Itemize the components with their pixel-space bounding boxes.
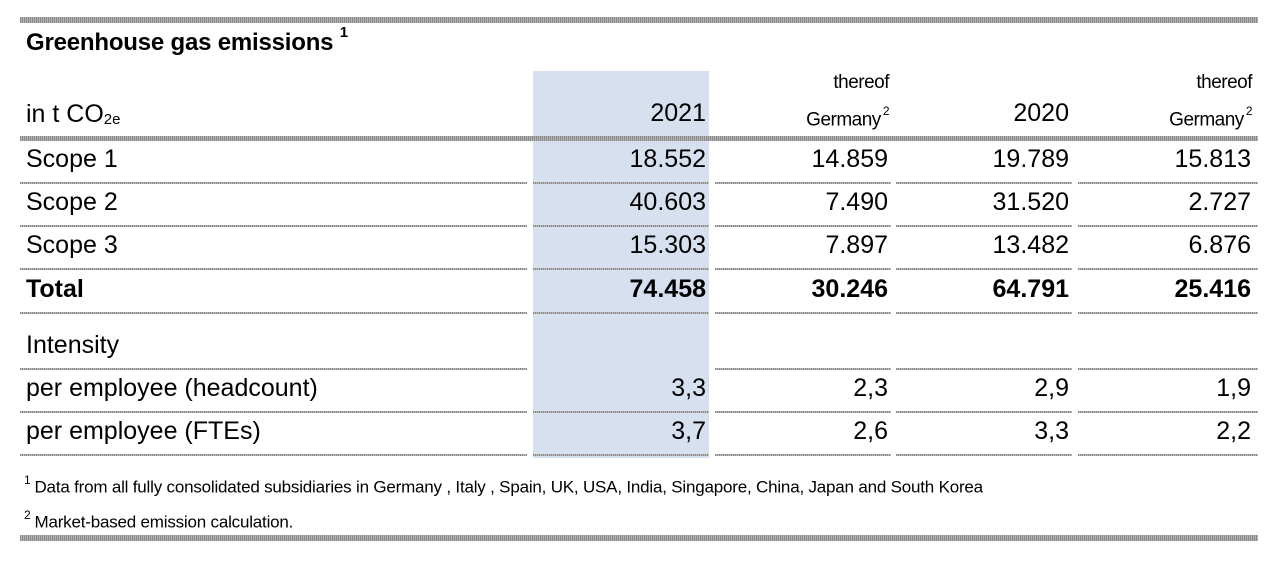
cell-2021: 74.458 [629,275,706,303]
cell-germany-2021: 30.246 [811,275,888,303]
row-separator-line [715,454,891,456]
cell-2021: 3,3 [671,374,706,402]
footnote-text: Data from all fully consolidated subsidi… [34,477,983,497]
row-separator-line [1078,368,1258,370]
cell-germany-2021: 2,3 [853,374,888,402]
row-separator-line [20,454,527,456]
row-separator-line [715,268,891,270]
cell-germany-2021: 2,6 [853,417,888,445]
title-footnote-mark: 1 [339,24,348,41]
row-separator-line [896,225,1072,227]
row-separator-line [715,368,891,370]
row-separator-line [896,312,1072,314]
row-separator-line [715,225,891,227]
row-separator-line [715,411,891,413]
footnote-text: Market-based emission calculation. [34,512,294,532]
row-separator-line [1078,454,1258,456]
cell-2020: 31.520 [992,188,1069,216]
row-separator-line [533,225,709,227]
column-header-thereof: thereof [833,72,889,93]
row-separator-line [20,182,527,184]
germany-footnote-mark: 2 [882,104,890,118]
unit-subscript: 2e [103,111,121,128]
footnote-mark: 2 [24,508,31,522]
cell-2020: 13.482 [992,231,1069,259]
column-header-germany-text: Germany [806,109,881,131]
row-label: per employee (FTEs) [26,417,261,445]
row-label: Intensity [26,331,120,359]
footnote-2: 2 Market-based emission calculation. [24,508,294,533]
cell-germany-2020: 1,9 [1216,374,1251,402]
row-separator-line [533,454,709,456]
row-separator-line [533,312,709,314]
row-separator-line [715,312,891,314]
cell-germany-2020: 2,2 [1216,417,1251,445]
row-label: Scope 1 [26,145,118,173]
row-separator-line [20,411,527,413]
footnote-1: 1 Data from all fully consolidated subsid… [24,473,983,498]
row-separator-line [896,268,1072,270]
cell-2020: 64.791 [992,275,1069,303]
table-title: Greenhouse gas emissions 1 [26,24,348,57]
cell-germany-2020: 2.727 [1188,188,1251,216]
cell-germany-2021: 14.859 [811,145,888,173]
row-label: Scope 3 [26,231,118,259]
column-header-germany: Germany 2 [1082,104,1253,131]
bottom-rule [20,535,1258,541]
cell-germany-2020: 6.876 [1188,231,1251,259]
column-header-2021: 2021 [650,99,706,127]
row-separator-line [896,411,1072,413]
cell-2020: 2,9 [1034,374,1069,402]
unit-label-text: in t CO [26,100,104,128]
row-separator-line [20,225,527,227]
row-separator-line [20,312,527,314]
germany-footnote-mark: 2 [1245,104,1253,118]
row-separator-line [1078,312,1258,314]
row-separator-line [533,411,709,413]
cell-2021: 18.552 [629,145,706,173]
cell-germany-2021: 7.897 [825,231,888,259]
top-rule [20,17,1258,23]
row-separator-line [1078,268,1258,270]
row-label: per employee (headcount) [26,374,318,402]
column-header-thereof: thereof [1196,72,1252,93]
cell-2020: 19.789 [992,145,1069,173]
cell-2021: 3,7 [671,417,706,445]
column-header-germany-text: Germany [1169,109,1244,131]
cell-germany-2021: 7.490 [825,188,888,216]
row-separator-line [20,268,527,270]
row-label: Total [26,275,84,303]
cell-2021: 40.603 [629,188,706,216]
column-header-germany: Germany 2 [719,104,890,131]
row-separator-line [533,268,709,270]
row-separator-line [896,368,1072,370]
cell-2021: 15.303 [629,231,706,259]
table-title-text: Greenhouse gas emissions [26,29,334,56]
row-separator-line [896,182,1072,184]
header-rule [20,136,1258,141]
column-header-2020: 2020 [1013,99,1069,127]
row-separator-line [1078,225,1258,227]
unit-label: in t CO2e [26,100,120,129]
row-separator-line [533,182,709,184]
cell-germany-2020: 25.416 [1174,275,1251,303]
cell-2020: 3,3 [1034,417,1069,445]
cell-germany-2020: 15.813 [1174,145,1251,173]
row-separator-line [1078,411,1258,413]
highlight-column-2021 [533,71,709,458]
footnote-mark: 1 [24,473,31,487]
row-separator-line [1078,182,1258,184]
row-separator-line [896,454,1072,456]
row-separator-line [715,182,891,184]
row-separator-line [20,368,527,370]
row-label: Scope 2 [26,188,118,216]
